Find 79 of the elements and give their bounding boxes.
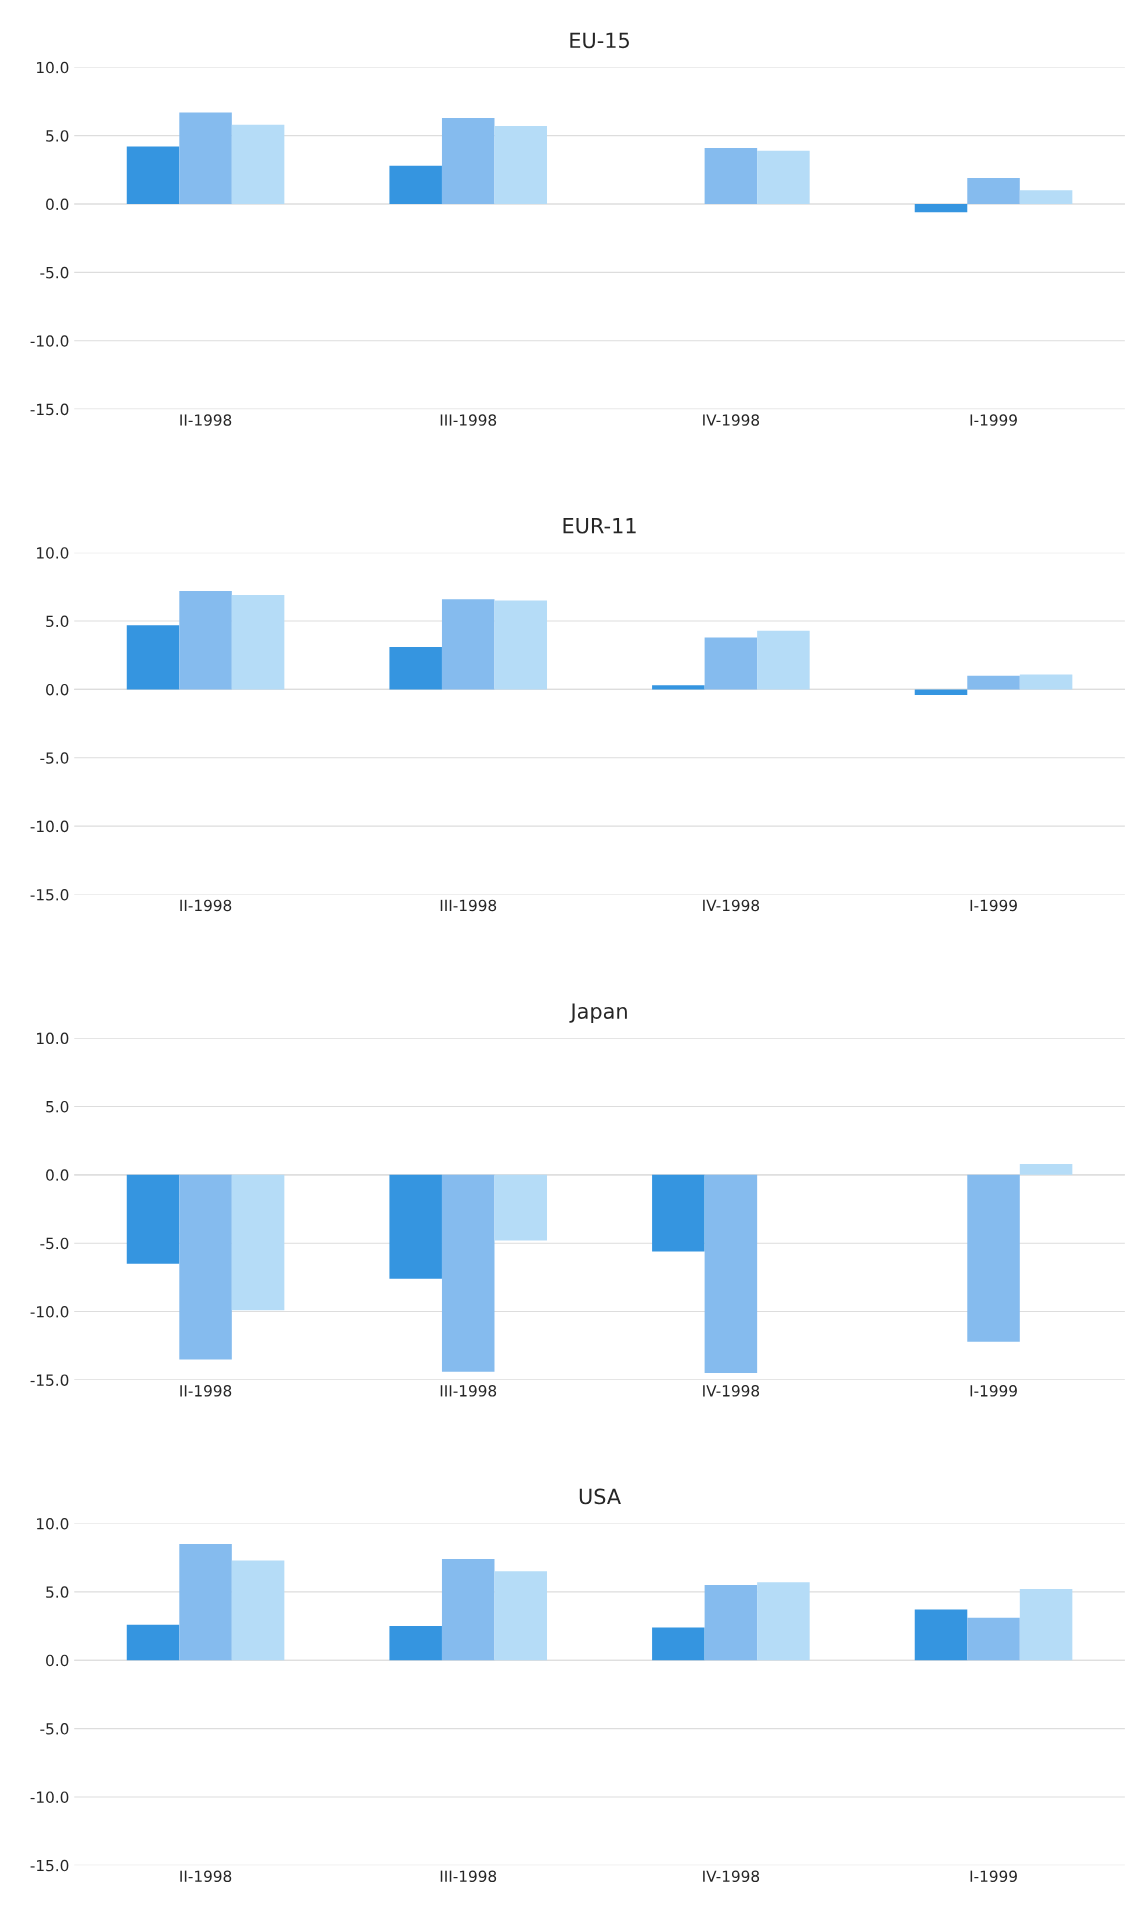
x-tick-label: I-1999 [970, 1870, 1017, 1882]
x-tick-label: I-1999 [970, 1385, 1017, 1397]
y-tick-label: -5.0 [40, 266, 69, 279]
bar [179, 590, 232, 690]
bar [389, 165, 442, 205]
bar [704, 147, 758, 205]
x-tick-label: III-1998 [440, 899, 497, 912]
bar [914, 1609, 968, 1661]
x-tick-label: IV-1998 [703, 1385, 760, 1397]
y-tick-label: 0.0 [46, 683, 69, 696]
bar [757, 1582, 810, 1661]
y-tick-label: 0.0 [46, 198, 69, 211]
x-tick-label: IV-1998 [703, 1870, 760, 1882]
y-tick-label: -5.0 [40, 1723, 69, 1735]
y-tick-label: 5.0 [46, 1586, 69, 1598]
y-tick-label: -10.0 [30, 335, 69, 347]
y-tick-label: -15.0 [30, 888, 69, 901]
x-tick-label: IV-1998 [703, 414, 760, 426]
y-tick-label: 5.0 [46, 1100, 69, 1113]
bar [179, 1543, 232, 1661]
bar [652, 685, 705, 690]
bar [441, 1559, 495, 1661]
x-tick-label: III-1998 [440, 414, 497, 426]
x-tick-label: II-1998 [180, 414, 232, 426]
y-tick-label: -10.0 [30, 820, 69, 833]
bar [231, 124, 285, 205]
y-tick-label: 0.0 [46, 1169, 69, 1181]
y-tick-label: 10.0 [37, 1517, 69, 1530]
y-tick-label: -15.0 [30, 1859, 69, 1872]
x-tick-label: II-1998 [180, 899, 232, 912]
bar [757, 630, 810, 690]
bar [1019, 190, 1073, 205]
bar [179, 112, 232, 205]
bar [704, 637, 758, 690]
bar [389, 647, 442, 690]
bar [126, 146, 180, 205]
y-tick-label: 10.0 [37, 61, 69, 74]
bar [967, 675, 1020, 690]
y-tick-label: -10.0 [30, 1306, 69, 1318]
y-tick-label: -5.0 [40, 1237, 69, 1250]
y-tick-label: 5.0 [46, 130, 69, 142]
chart-title: EUR-11 [563, 518, 636, 534]
bar [231, 595, 285, 690]
bar [126, 625, 180, 690]
chart-title: USA [579, 1488, 621, 1505]
y-tick-label: 5.0 [46, 615, 69, 628]
bar [757, 150, 810, 205]
y-tick-label: -10.0 [30, 1791, 69, 1803]
y-tick-label: 10.0 [37, 547, 69, 559]
x-tick-label: III-1998 [440, 1870, 497, 1882]
bar [231, 1560, 285, 1661]
bar [967, 1617, 1020, 1661]
bar [494, 126, 548, 205]
bar [652, 1627, 705, 1661]
x-tick-label: IV-1998 [703, 899, 760, 912]
bar [1019, 674, 1073, 690]
chart-title: Japan [569, 1003, 627, 1023]
x-tick-label: I-1999 [970, 899, 1017, 912]
bar [1019, 1589, 1073, 1661]
x-tick-label: II-1998 [180, 1385, 232, 1397]
chart-title: EU-15 [570, 32, 629, 49]
bar [389, 1626, 442, 1661]
y-tick-label: -15.0 [30, 1374, 69, 1386]
y-tick-label: 10.0 [37, 1032, 69, 1045]
bar [126, 1624, 180, 1661]
x-tick-label: I-1999 [970, 414, 1017, 426]
bar [914, 204, 968, 213]
bar [914, 689, 968, 695]
bar [441, 599, 495, 690]
bar [441, 117, 495, 205]
y-tick-label: -5.0 [40, 752, 69, 764]
y-tick-label: -15.0 [30, 403, 69, 416]
y-tick-label: 0.0 [46, 1654, 69, 1667]
bar [494, 1571, 548, 1661]
bar [967, 178, 1020, 205]
x-tick-label: II-1998 [180, 1870, 232, 1882]
x-tick-label: III-1998 [440, 1385, 497, 1397]
bar [494, 600, 548, 690]
bar [704, 1585, 758, 1661]
